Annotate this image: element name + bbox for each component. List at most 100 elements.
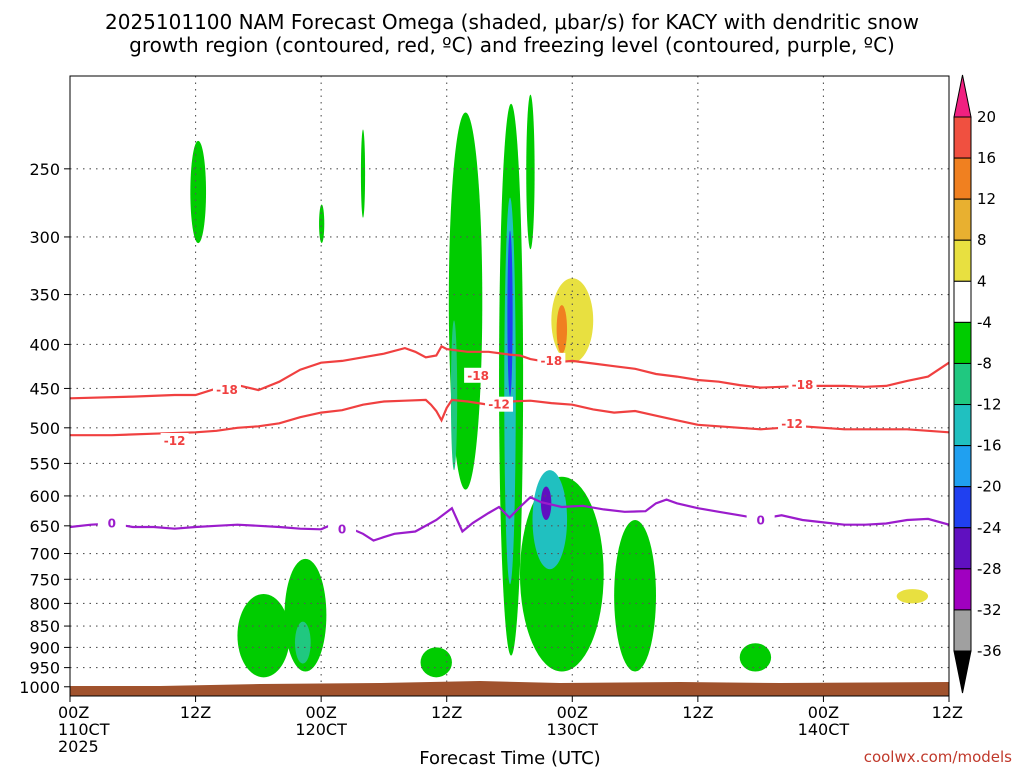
colorbar-under-arrow — [953, 650, 972, 694]
colorbar-bin-4 — [953, 280, 972, 323]
x-tick-label-48-2: 130CT — [547, 720, 599, 739]
colorbar-bin-6 — [953, 362, 972, 406]
contour-label-2-1: 0 — [338, 522, 346, 536]
title-line-2: growth region (contoured, red, ºC) and f… — [129, 33, 895, 57]
chart-title: 2025101100 NAM Forecast Omega (shaded, μ… — [105, 10, 919, 57]
omega-region-10 — [532, 470, 568, 570]
colorbar-bin-0 — [953, 116, 972, 159]
credit-link[interactable]: coolwx.com/models — [864, 748, 1012, 766]
colorbar-label-3: 8 — [977, 231, 987, 249]
x-tick-label-0-1: 00Z — [58, 703, 89, 722]
colorbar-bin-5 — [953, 321, 972, 364]
x-tick-label-12-1: 12Z — [180, 703, 211, 722]
x-tick-label-24-1: 00Z — [305, 703, 336, 722]
x-tick-label-24-2: 120CT — [295, 720, 347, 739]
y-tick-label-950: 950 — [29, 659, 60, 678]
contour-label-bg — [464, 367, 493, 383]
x-tick-label-60-1: 12Z — [682, 703, 713, 722]
x-tick-label-72-1: 00Z — [808, 703, 839, 722]
contour-label-2-0: 0 — [108, 517, 116, 531]
x-tick-label-84-1: 12Z — [932, 703, 963, 722]
y-tick-label-250: 250 — [29, 160, 60, 179]
omega-region-16 — [284, 558, 327, 672]
colorbar-label-9: -20 — [977, 478, 1002, 496]
colorbar-label-10: -24 — [977, 519, 1002, 537]
omega-region-1 — [319, 204, 325, 244]
contour-label-bg — [160, 433, 189, 449]
omega-region-17 — [294, 621, 311, 664]
colorbar-label-8: -16 — [977, 437, 1002, 455]
colorbar-label-0: 20 — [977, 108, 996, 126]
colorbar-label-13: -36 — [977, 642, 1002, 660]
contour-label-bg — [537, 352, 566, 368]
colorbar-label-12: -32 — [977, 601, 1002, 619]
contour-label-1-2: -12 — [781, 417, 803, 431]
y-tick-label-350: 350 — [29, 286, 60, 305]
omega-region-15 — [237, 593, 290, 678]
colorbar-label-6: -8 — [977, 354, 992, 372]
x-tick-label-72-2: 140CT — [798, 720, 850, 739]
colorbar-bin-9 — [953, 486, 972, 529]
y-tick-label-1000: 1000 — [19, 678, 60, 697]
colorbar-label-11: -28 — [977, 560, 1002, 578]
omega-region-0 — [190, 140, 207, 244]
colorbar-bin-7 — [953, 404, 972, 447]
contour-label-bg — [788, 377, 817, 393]
contour-label-1-1: -12 — [488, 398, 510, 412]
contour-label-1-0: -12 — [164, 434, 186, 448]
omega-region-7 — [507, 230, 513, 397]
omega-region-3 — [448, 112, 483, 490]
colorbar: 20 16 12 8 4 -4 -8 -12 -16 -20 -24 -28 -32 -36 — [953, 74, 1002, 694]
x-tick-label-0-2: 110CT — [58, 720, 110, 739]
isotherm-contours: -18 -18 -18 -18 -12 -12 -12 0 0 0 — [70, 344, 949, 542]
colorbar-bin-1 — [953, 157, 972, 200]
y-tick-label-750: 750 — [29, 570, 60, 589]
y-tick-label-850: 850 — [29, 617, 60, 636]
y-tick-label-550: 550 — [29, 454, 60, 473]
omega-region-8 — [526, 94, 535, 250]
colorbar-bin-11 — [953, 568, 972, 611]
title-line-1: 2025101100 NAM Forecast Omega (shaded, μ… — [105, 10, 919, 34]
omega-region-4 — [450, 320, 458, 471]
contour-label-0-1: -18 — [467, 369, 489, 383]
x-tick-label-0-3: 2025 — [58, 737, 99, 756]
colorbar-bin-12 — [953, 609, 972, 652]
omega-region-20 — [896, 589, 929, 604]
contour-label-bg — [485, 396, 514, 412]
colorbar-bin-2 — [953, 198, 972, 241]
y-tick-label-700: 700 — [29, 545, 60, 564]
omega-region-13 — [556, 305, 568, 354]
contour-label-bg — [778, 416, 807, 432]
colorbar-over-arrow — [953, 74, 972, 118]
y-tick-label-650: 650 — [29, 517, 60, 536]
colorbar-label-4: 4 — [977, 272, 987, 290]
pressure-axis: 250 300 350 400 450 500 550 600 650 700 750 800 850 9… — [19, 160, 70, 697]
omega-region-14 — [614, 520, 656, 672]
colorbar-label-7: -12 — [977, 396, 1002, 414]
y-tick-label-450: 450 — [29, 379, 60, 398]
colorbar-label-5: -4 — [977, 313, 992, 331]
contour-label-0-3: -18 — [792, 378, 814, 392]
contour-label-0-2: -18 — [541, 354, 563, 368]
y-tick-label-500: 500 — [29, 419, 60, 438]
x-axis-label: Forecast Time (UTC) — [419, 748, 600, 768]
y-tick-label-600: 600 — [29, 487, 60, 506]
x-tick-label-36-1: 12Z — [431, 703, 462, 722]
contour-label-bg — [328, 521, 357, 537]
y-tick-label-400: 400 — [29, 335, 60, 354]
x-tick-label-48-1: 00Z — [557, 703, 588, 722]
contour-label-bg — [746, 512, 775, 528]
colorbar-label-1: 16 — [977, 149, 996, 167]
colorbar-bin-3 — [953, 239, 972, 282]
terrain-ground — [70, 681, 949, 696]
contour-label-bg — [212, 382, 241, 398]
contour-label-bg — [97, 515, 126, 531]
colorbar-label-2: 12 — [977, 190, 996, 208]
omega-region-18 — [420, 647, 452, 678]
colorbar-bin-8 — [953, 445, 972, 488]
plot-frame — [69, 75, 950, 697]
contour-label-2-2: 0 — [756, 514, 764, 528]
y-tick-label-300: 300 — [29, 228, 60, 247]
